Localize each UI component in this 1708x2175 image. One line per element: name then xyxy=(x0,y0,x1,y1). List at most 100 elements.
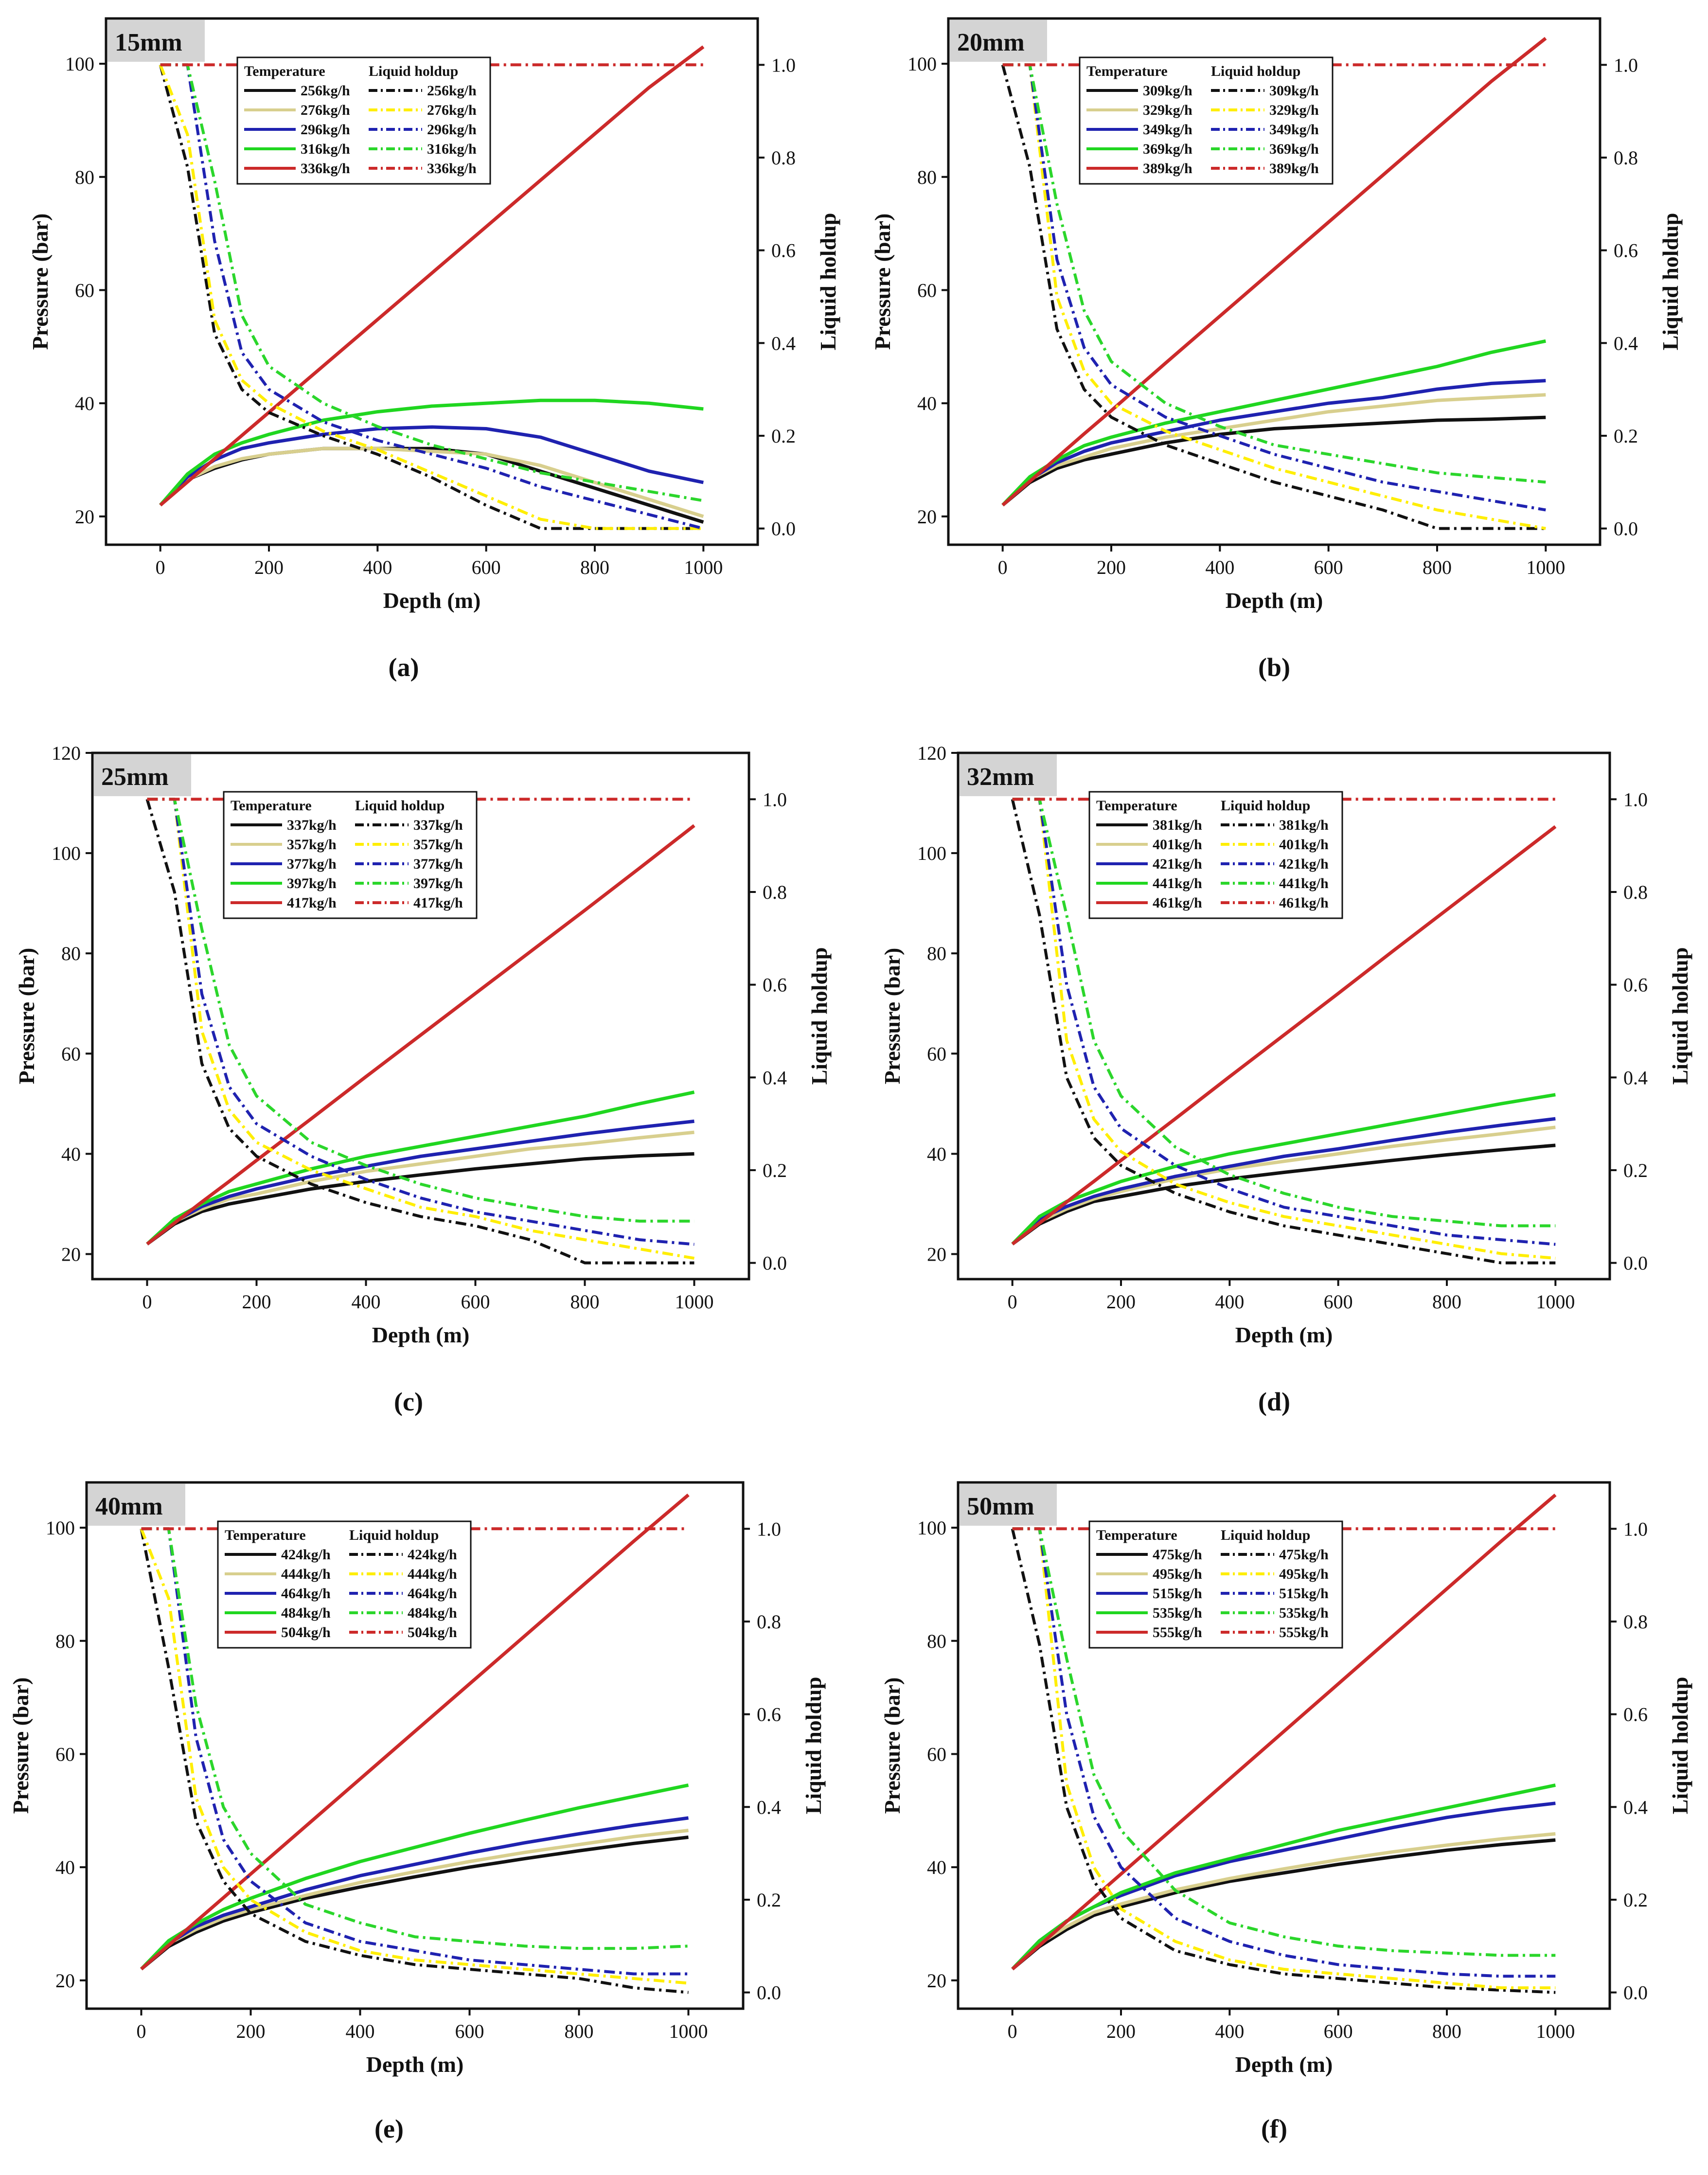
size-tag-box xyxy=(960,754,1057,796)
y-tick-label: 20 xyxy=(55,1970,75,1992)
y2-tick-label: 0.4 xyxy=(1623,1796,1648,1818)
legend-label-holdup: 349kg/h xyxy=(1269,122,1319,138)
holdup-line-357kg/h xyxy=(147,798,695,1260)
x-axis-label: Depth (m) xyxy=(1226,588,1323,613)
holdup-line-441kg/h xyxy=(1012,798,1556,1228)
size-tag: 25mm xyxy=(101,763,169,791)
holdup-line-484kg/h xyxy=(141,1527,689,1950)
x-tick-label: 0 xyxy=(1008,1291,1017,1313)
y2-tick-label: 1.0 xyxy=(771,54,796,76)
legend-label-pressure: 555kg/h xyxy=(1153,1624,1202,1640)
size-tag-box xyxy=(107,20,205,62)
legend-label-holdup: 484kg/h xyxy=(408,1605,457,1621)
x-tick-label: 0 xyxy=(156,556,165,578)
pressure-line-337kg/h xyxy=(146,1152,694,1246)
legend-header-temperature: Temperature xyxy=(1096,1527,1177,1543)
pressure-line-464kg/h xyxy=(140,1816,689,1971)
y-tick-label: 40 xyxy=(927,1143,946,1165)
y-tick-label: 40 xyxy=(917,392,937,414)
legend-label-pressure: 515kg/h xyxy=(1153,1586,1202,1602)
y2-tick-label: 0.4 xyxy=(757,1796,781,1818)
y2-tick-label: 0.2 xyxy=(1623,1889,1648,1911)
y-axis-label: Pressure (bar) xyxy=(28,214,53,350)
legend-label-pressure: 484kg/h xyxy=(281,1605,331,1621)
y2-tick-label: 0.6 xyxy=(757,1704,781,1726)
legend-label-pressure: 337kg/h xyxy=(287,817,337,833)
holdup-line-397kg/h xyxy=(147,798,694,1223)
legend-box xyxy=(1088,791,1343,919)
y-tick-label: 20 xyxy=(917,506,937,528)
holdup-line-316kg/h xyxy=(160,63,704,502)
y2-tick-label: 1.0 xyxy=(1623,788,1648,810)
x-tick-label: 200 xyxy=(254,556,284,578)
y2-tick-label: 0.2 xyxy=(1614,425,1638,447)
holdup-line-349kg/h xyxy=(1002,63,1546,512)
y2-tick-label: 1.0 xyxy=(757,1518,781,1540)
legend-label-holdup: 441kg/h xyxy=(1279,875,1329,891)
y-tick-label: 20 xyxy=(75,506,94,528)
pressure-line-296kg/h xyxy=(159,425,704,507)
legend-label-holdup: 504kg/h xyxy=(408,1624,457,1640)
x-tick-label: 800 xyxy=(1432,2020,1461,2042)
pressure-line-504kg/h xyxy=(140,1493,690,1971)
pressure-line-381kg/h xyxy=(1011,1143,1556,1246)
size-tag: 32mm xyxy=(967,763,1034,791)
x-tick-label: 1000 xyxy=(669,2020,708,2042)
y2-axis-label: Liquid holdup xyxy=(1658,213,1683,351)
x-tick-label: 200 xyxy=(236,2020,266,2042)
panel-2: 0 200 400 600 800 1000 20 40 60 80 100 120 0.0 0.2 0.4… xyxy=(14,742,832,1416)
legend-label-holdup: 357kg/h xyxy=(413,837,463,853)
legend-label-holdup: 389kg/h xyxy=(1269,160,1319,177)
y-tick-label: 80 xyxy=(61,943,81,964)
y-axis-label: Pressure (bar) xyxy=(14,948,39,1085)
legend-label-holdup: 337kg/h xyxy=(413,817,463,833)
legend-label-holdup: 475kg/h xyxy=(1279,1547,1329,1563)
legend-header-temperature: Temperature xyxy=(1086,63,1168,79)
x-tick-label: 1000 xyxy=(675,1291,714,1313)
y2-tick-label: 0.8 xyxy=(1623,1611,1648,1633)
legend-label-pressure: 444kg/h xyxy=(281,1566,331,1582)
series-group xyxy=(1001,36,1547,530)
legend-header-temperature: Temperature xyxy=(225,1527,306,1543)
series-group xyxy=(1011,1493,1557,1994)
y2-axis-label: Liquid holdup xyxy=(801,1677,826,1815)
pressure-line-461kg/h xyxy=(1011,825,1557,1246)
legend-label-holdup: 369kg/h xyxy=(1269,141,1319,157)
legend-label-pressure: 276kg/h xyxy=(301,102,350,118)
holdup-line-495kg/h xyxy=(1012,1527,1556,1990)
x-tick-label: 0 xyxy=(998,556,1008,578)
legend-header-temperature: Temperature xyxy=(231,798,312,814)
legend-label-pressure: 381kg/h xyxy=(1153,817,1202,833)
x-tick-label: 400 xyxy=(352,1291,381,1313)
legend-label-holdup: 417kg/h xyxy=(413,895,463,911)
holdup-line-401kg/h xyxy=(1012,798,1556,1260)
legend-label-pressure: 329kg/h xyxy=(1143,102,1192,118)
y-tick-label: 60 xyxy=(55,1743,75,1765)
legend-label-holdup: 555kg/h xyxy=(1279,1624,1329,1640)
panel-caption: (a) xyxy=(389,653,419,682)
x-tick-label: 1000 xyxy=(1536,1291,1575,1313)
legend-label-pressure: 475kg/h xyxy=(1153,1547,1202,1563)
legend-header-holdup: Liquid holdup xyxy=(369,63,458,79)
legend-label-pressure: 316kg/h xyxy=(301,141,350,157)
legend-label-pressure: 401kg/h xyxy=(1153,837,1202,853)
holdup-line-309kg/h xyxy=(1001,64,1546,530)
x-tick-label: 600 xyxy=(455,2020,484,2042)
x-axis-label: Depth (m) xyxy=(1235,2052,1333,2077)
series-group xyxy=(1011,798,1557,1265)
panel-caption: (c) xyxy=(394,1387,423,1416)
size-tag-box xyxy=(950,20,1047,62)
legend-label-pressure: 369kg/h xyxy=(1143,141,1192,157)
legend-label-holdup: 377kg/h xyxy=(413,856,463,872)
pressure-line-329kg/h xyxy=(1001,393,1546,507)
size-tag: 50mm xyxy=(967,1493,1034,1520)
legend-box xyxy=(223,791,478,919)
x-tick-label: 800 xyxy=(1423,556,1452,578)
plot-frame xyxy=(957,1481,1611,2010)
y2-tick-label: 1.0 xyxy=(1623,1518,1648,1540)
legend-label-holdup: 515kg/h xyxy=(1279,1586,1329,1602)
pressure-line-349kg/h xyxy=(1001,379,1546,507)
y2-tick-label: 0.4 xyxy=(771,332,796,354)
x-tick-label: 800 xyxy=(570,1291,600,1313)
legend-label-pressure: 336kg/h xyxy=(301,160,350,177)
